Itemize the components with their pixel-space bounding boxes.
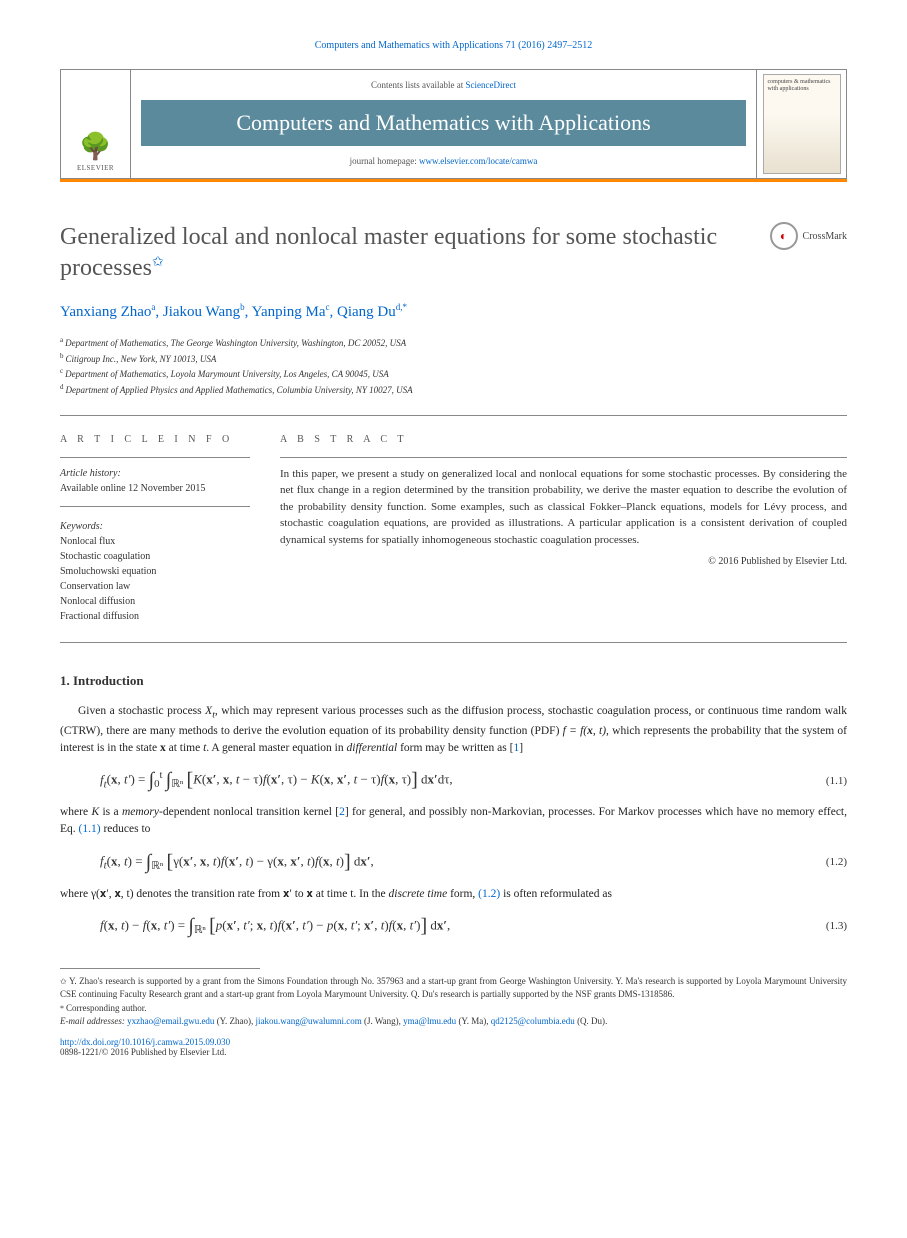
- divider: [60, 415, 847, 416]
- issn-line: 0898-1221/© 2016 Published by Elsevier L…: [60, 1047, 847, 1057]
- paragraph: where K is a memory-dependent nonlocal t…: [60, 804, 847, 839]
- keyword: Smoluchowski equation: [60, 564, 250, 579]
- corresponding-footnote: * Corresponding author.: [60, 1002, 847, 1016]
- email-link[interactable]: yma@lmu.edu: [403, 1016, 456, 1026]
- equation: ft(x, t) = ∫ℝⁿ [γ(x′, x, t)f(x′, t) − γ(…: [100, 851, 847, 874]
- publisher-name: ELSEVIER: [77, 164, 114, 172]
- elsevier-tree-icon: 🌳: [79, 132, 111, 162]
- info-label: A R T I C L E I N F O: [60, 434, 250, 445]
- star-icon: ✩: [60, 977, 69, 986]
- affiliation: cDepartment of Mathematics, Loyola Marym…: [60, 366, 847, 381]
- equation-number: (1.2): [807, 856, 847, 868]
- equation: ft(x, t′) = ∫0t ∫ℝⁿ [K(x′, x, t − τ)f(x′…: [100, 769, 847, 792]
- author-list: Yanxiang Zhaoa, Jiakou Wangb, Yanping Ma…: [60, 302, 847, 321]
- email-link[interactable]: yxzhao@email.gwu.edu: [127, 1016, 214, 1026]
- article-info: A R T I C L E I N F O Article history: A…: [60, 434, 250, 624]
- article-title: Generalized local and nonlocal master eq…: [60, 222, 770, 284]
- divider: [60, 642, 847, 643]
- equation-number: (1.3): [807, 920, 847, 932]
- equation-ref-link[interactable]: (1.2): [478, 888, 500, 900]
- footnote-star-icon: ✩: [152, 255, 164, 270]
- section-heading: 1. Introduction: [60, 673, 847, 689]
- author[interactable]: Jiakou Wang: [163, 304, 240, 320]
- email-footnote: E-mail addresses: yxzhao@email.gwu.edu (…: [60, 1015, 847, 1029]
- keyword: Stochastic coagulation: [60, 549, 250, 564]
- author[interactable]: Qiang Du: [337, 304, 396, 320]
- journal-header: 🌳 ELSEVIER Contents lists available at S…: [60, 69, 847, 179]
- history-date: Available online 12 November 2015: [60, 481, 250, 496]
- funding-footnote: ✩ Y. Zhao's research is supported by a g…: [60, 975, 847, 1002]
- abstract-text: In this paper, we present a study on gen…: [280, 466, 847, 549]
- body-text: Given a stochastic process Xt, which may…: [60, 703, 847, 757]
- footnotes: ✩ Y. Zhao's research is supported by a g…: [60, 975, 847, 1029]
- orange-rule: [60, 179, 847, 182]
- footnote-rule: [60, 968, 260, 969]
- equation-ref-link[interactable]: (1.1): [79, 823, 101, 835]
- author[interactable]: Yanping Ma: [252, 304, 326, 320]
- history-head: Article history:: [60, 466, 250, 481]
- contents-available: Contents lists available at ScienceDirec…: [141, 80, 746, 90]
- body-text: where K is a memory-dependent nonlocal t…: [60, 804, 847, 839]
- email-link[interactable]: jiakou.wang@uwalumni.com: [256, 1016, 362, 1026]
- abstract-label: A B S T R A C T: [280, 434, 847, 445]
- copyright: © 2016 Published by Elsevier Ltd.: [280, 556, 847, 567]
- journal-cover: computers & mathematics with application…: [756, 70, 846, 178]
- header-center: Contents lists available at ScienceDirec…: [131, 70, 756, 178]
- cover-thumbnail: computers & mathematics with application…: [763, 74, 841, 174]
- affiliations: aDepartment of Mathematics, The George W…: [60, 335, 847, 397]
- journal-homepage: journal homepage: www.elsevier.com/locat…: [141, 156, 746, 166]
- doi-link[interactable]: http://dx.doi.org/10.1016/j.camwa.2015.0…: [60, 1037, 847, 1047]
- equation-number: (1.1): [807, 775, 847, 787]
- author[interactable]: Yanxiang Zhao: [60, 304, 151, 320]
- paragraph: where γ(𝐱′, 𝐱, t) denotes the transition…: [60, 886, 847, 903]
- abstract: A B S T R A C T In this paper, we presen…: [280, 434, 847, 624]
- keyword: Fractional diffusion: [60, 609, 250, 624]
- equation: f(x, t) − f(x, t′) = ∫ℝⁿ [p(x′, t′; x, t…: [100, 915, 847, 938]
- crossmark-badge[interactable]: ◐ CrossMark: [770, 222, 847, 250]
- keyword: Nonlocal flux: [60, 534, 250, 549]
- keyword: Nonlocal diffusion: [60, 594, 250, 609]
- sciencedirect-link[interactable]: ScienceDirect: [466, 80, 516, 90]
- email-link[interactable]: qd2125@columbia.edu: [491, 1016, 575, 1026]
- affiliation: dDepartment of Applied Physics and Appli…: [60, 382, 847, 397]
- body-text: where γ(𝐱′, 𝐱, t) denotes the transition…: [60, 886, 847, 903]
- journal-title: Computers and Mathematics with Applicati…: [141, 100, 746, 146]
- publisher-logo: 🌳 ELSEVIER: [61, 70, 131, 178]
- affiliation: bCitigroup Inc., New York, NY 10013, USA: [60, 351, 847, 366]
- affiliation: aDepartment of Mathematics, The George W…: [60, 335, 847, 350]
- paragraph: Given a stochastic process Xt, which may…: [60, 703, 847, 757]
- homepage-link[interactable]: www.elsevier.com/locate/camwa: [419, 156, 537, 166]
- journal-reference[interactable]: Computers and Mathematics with Applicati…: [60, 40, 847, 51]
- keyword: Conservation law: [60, 579, 250, 594]
- keywords-head: Keywords:: [60, 519, 250, 534]
- crossmark-icon: ◐: [770, 222, 798, 250]
